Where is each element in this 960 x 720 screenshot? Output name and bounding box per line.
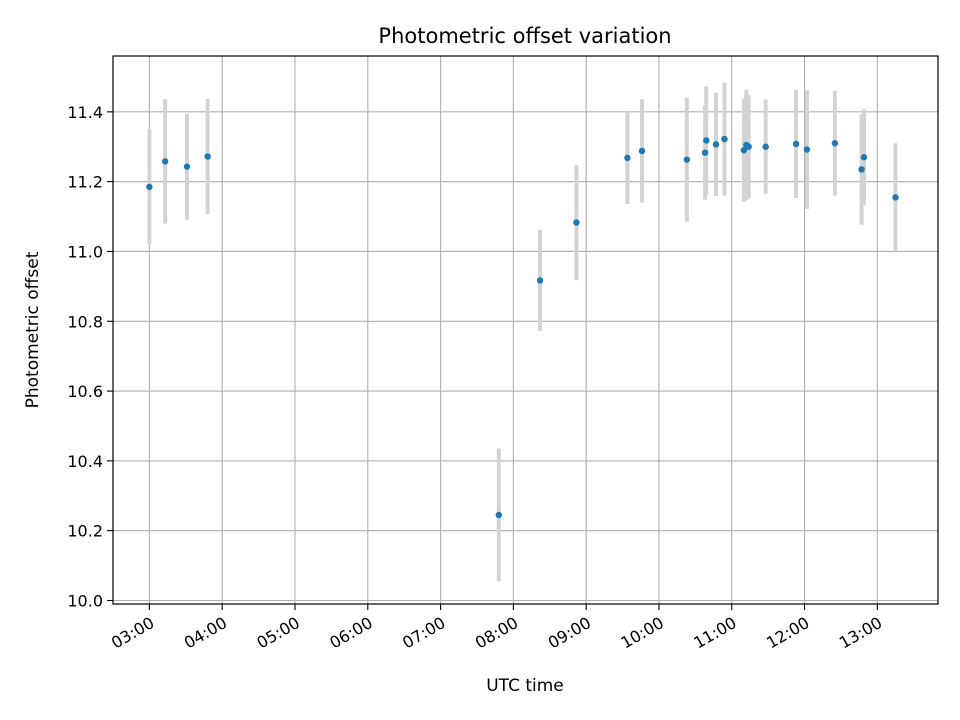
x-axis-label: UTC time [486, 676, 564, 696]
data-point [638, 147, 646, 155]
y-tick-label: 10.0 [67, 592, 103, 611]
data-point [573, 219, 580, 226]
data-point [701, 149, 709, 156]
data-point [858, 166, 865, 173]
y-axis-label: Photometric offset [23, 251, 43, 408]
y-tick-label: 10.2 [67, 522, 103, 541]
data-point [762, 143, 769, 150]
data-point [860, 154, 868, 161]
y-tick-label: 11.2 [67, 173, 103, 192]
y-axis-ticks: 10.0 10.2 10.4 10.6 10.8 11.0 11.2 11.4 [67, 103, 113, 611]
y-tick-label: 11.4 [67, 103, 103, 122]
data-point [536, 277, 544, 284]
data-point [183, 163, 191, 170]
data-point [892, 194, 899, 201]
y-tick-label: 10.8 [67, 312, 103, 331]
y-tick-label: 10.4 [67, 452, 103, 471]
data-point [792, 140, 800, 148]
data-point [740, 147, 748, 154]
data-point [703, 137, 710, 144]
data-point [495, 511, 503, 519]
data-point [712, 141, 720, 148]
data-point [204, 153, 211, 160]
data-point [803, 146, 811, 153]
plot-frame [112, 55, 939, 605]
data-point [721, 135, 728, 143]
data-point [146, 183, 153, 191]
data-point [745, 143, 752, 150]
data-points [146, 135, 899, 519]
y-tick-label: 11.0 [67, 242, 103, 261]
y-tick-label: 10.6 [67, 382, 103, 401]
grid [113, 56, 938, 604]
data-point [831, 140, 839, 147]
data-point [161, 158, 169, 165]
data-point [683, 156, 691, 163]
data-point [624, 154, 631, 162]
chart-title: Photometric offset variation [378, 24, 671, 48]
